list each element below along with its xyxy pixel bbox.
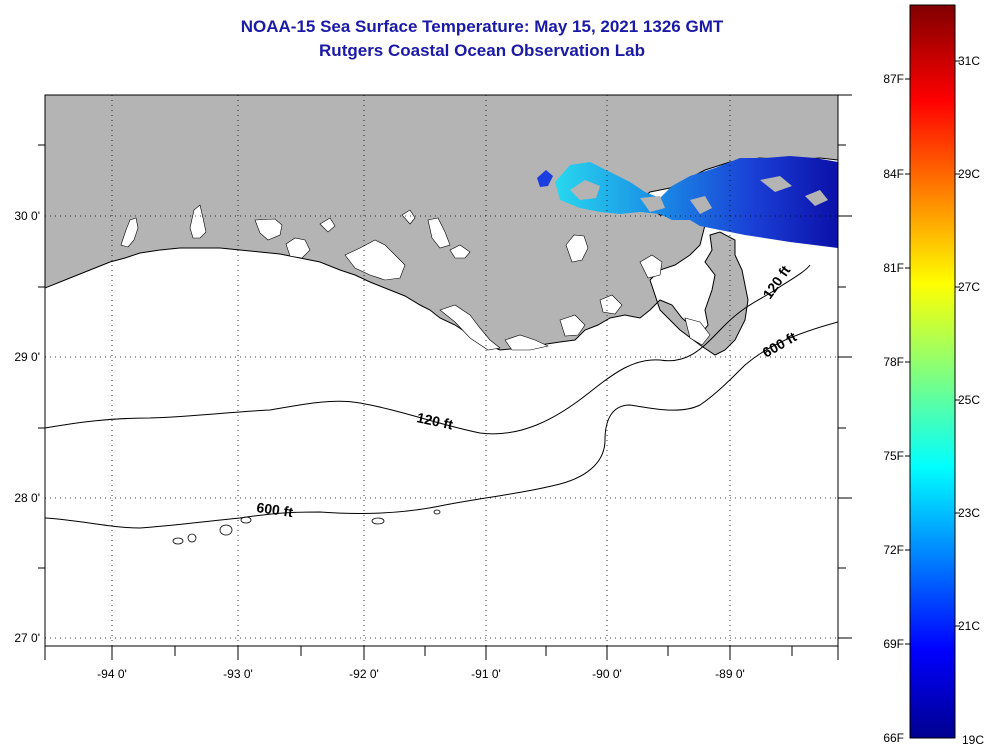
contour-islands <box>172 509 441 545</box>
cb-f-87: 87F <box>883 72 904 86</box>
cb-f-78: 78F <box>883 355 904 369</box>
contour-label-120ft-west: 120 ft <box>415 409 454 432</box>
map-subtitle: Rutgers Coastal Ocean Observation Lab <box>319 41 645 60</box>
lon-tick-94: -94 0' <box>97 667 127 681</box>
lat-tick-27: 27 0' <box>14 631 40 645</box>
contour-600ft-line <box>45 321 838 529</box>
inland-water <box>120 204 711 351</box>
cb-f-75: 75F <box>883 449 904 463</box>
lon-tick-89: -89 0' <box>715 667 745 681</box>
cb-c-31: 31C <box>958 54 980 68</box>
map-title: NOAA-15 Sea Surface Temperature: May 15,… <box>240 17 724 36</box>
cb-c-21: 21C <box>958 619 980 633</box>
cb-f-66: 66F <box>883 731 904 745</box>
contour-120ft-line <box>45 264 811 435</box>
cb-c-23: 23C <box>958 506 980 520</box>
graticule <box>45 95 838 646</box>
cb-c-29: 29C <box>958 167 980 181</box>
lon-tick-90: -90 0' <box>592 667 622 681</box>
map-ticks <box>38 94 852 660</box>
contour-label-600ft-west: 600 ft <box>256 499 295 520</box>
cb-c-25: 25C <box>958 393 980 407</box>
cb-c-27: 27C <box>958 280 980 294</box>
colorbar <box>909 4 956 739</box>
sst-data-small <box>537 170 553 187</box>
lat-tick-28: 28 0' <box>14 491 40 505</box>
lon-tick-91: -91 0' <box>471 667 501 681</box>
cb-f-81: 81F <box>883 261 904 275</box>
cb-f-84: 84F <box>883 167 904 181</box>
lon-tick-92: -92 0' <box>349 667 379 681</box>
map-border <box>44 94 839 647</box>
lon-tick-93: -93 0' <box>223 667 253 681</box>
cb-c-19: 19C <box>962 733 984 747</box>
lat-tick-29: 29 0' <box>14 350 40 364</box>
colorbar-ticks <box>905 60 960 645</box>
lat-tick-30: 30 0' <box>14 209 40 223</box>
sst-gaps <box>570 176 828 214</box>
cb-f-69: 69F <box>883 637 904 651</box>
cb-f-72: 72F <box>883 543 904 557</box>
